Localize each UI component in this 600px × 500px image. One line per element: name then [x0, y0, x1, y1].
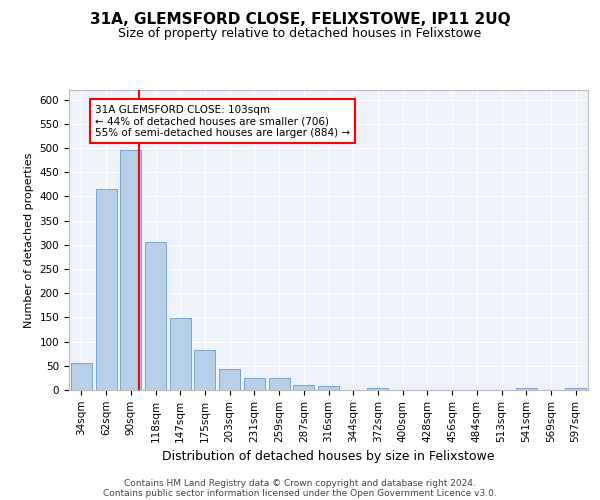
Bar [244, 378, 265, 390]
Bar [565, 388, 586, 390]
Bar [145, 242, 166, 390]
X-axis label: Distribution of detached houses by size in Felixstowe: Distribution of detached houses by size … [162, 450, 495, 463]
Text: 31A GLEMSFORD CLOSE: 103sqm
← 44% of detached houses are smaller (706)
55% of se: 31A GLEMSFORD CLOSE: 103sqm ← 44% of det… [95, 104, 350, 138]
Text: Contains public sector information licensed under the Open Government Licence v3: Contains public sector information licen… [103, 488, 497, 498]
Bar [170, 318, 191, 390]
Bar [318, 386, 339, 390]
Text: Size of property relative to detached houses in Felixstowe: Size of property relative to detached ho… [118, 28, 482, 40]
Bar [269, 378, 290, 390]
Text: Contains HM Land Registry data © Crown copyright and database right 2024.: Contains HM Land Registry data © Crown c… [124, 478, 476, 488]
Bar [120, 150, 141, 390]
Bar [194, 350, 215, 390]
Y-axis label: Number of detached properties: Number of detached properties [24, 152, 34, 328]
Bar [71, 364, 92, 390]
Bar [219, 368, 240, 390]
Bar [95, 189, 116, 390]
Bar [293, 385, 314, 390]
Bar [367, 388, 388, 390]
Text: 31A, GLEMSFORD CLOSE, FELIXSTOWE, IP11 2UQ: 31A, GLEMSFORD CLOSE, FELIXSTOWE, IP11 2… [89, 12, 511, 28]
Bar [516, 388, 537, 390]
